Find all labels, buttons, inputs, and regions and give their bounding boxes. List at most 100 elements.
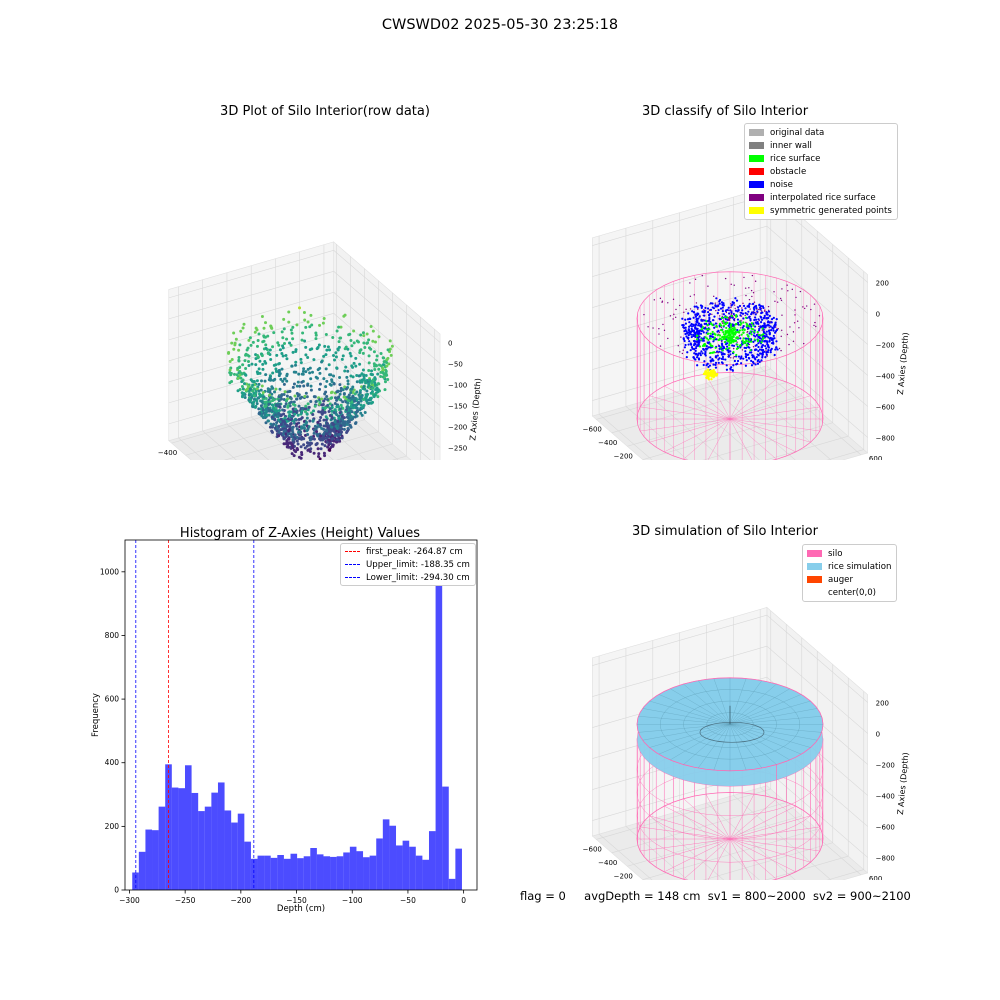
point	[239, 329, 243, 333]
noise-point	[717, 308, 720, 312]
point	[385, 361, 389, 365]
point	[385, 364, 389, 368]
grid-line	[592, 318, 767, 370]
point	[323, 454, 327, 458]
noise-point	[765, 335, 768, 338]
rice-surface-point	[760, 334, 763, 337]
point	[309, 388, 313, 392]
grid-line	[592, 645, 767, 697]
noise-point	[692, 316, 695, 319]
interpolated-point	[662, 323, 664, 326]
point	[332, 354, 336, 358]
point	[295, 446, 299, 450]
point	[359, 403, 363, 407]
point	[281, 346, 285, 350]
noise-point	[752, 362, 755, 365]
point	[291, 337, 295, 341]
noise-point	[748, 351, 752, 354]
noise-point	[764, 340, 767, 343]
point	[251, 383, 255, 387]
noise-point	[763, 314, 766, 317]
point	[281, 408, 285, 412]
point	[300, 453, 304, 457]
noise-point	[768, 332, 771, 335]
noise-point	[712, 363, 715, 366]
noise-point	[746, 305, 749, 308]
point	[306, 367, 310, 371]
point	[322, 399, 326, 403]
rice-surface-point	[735, 353, 738, 357]
point	[296, 394, 300, 398]
interpolated-point	[694, 278, 697, 281]
histogram-xlabel: Depth (cm)	[277, 904, 325, 914]
point	[284, 402, 288, 406]
point	[349, 387, 353, 391]
rice-surface-point	[739, 343, 742, 347]
noise-point	[715, 297, 718, 300]
point	[233, 341, 237, 345]
noise-point	[767, 310, 771, 313]
point	[257, 367, 261, 371]
histogram-bar	[297, 858, 304, 890]
noise-point	[752, 302, 755, 306]
point	[273, 413, 277, 417]
interpolated-point	[733, 355, 736, 358]
noise-point	[753, 356, 756, 360]
noise-point	[760, 359, 763, 362]
silo-floor-line	[683, 838, 731, 880]
point	[327, 443, 331, 447]
histogram-bar	[435, 559, 443, 890]
point	[302, 367, 306, 371]
x-tick-label: 0	[461, 896, 466, 905]
point	[282, 412, 286, 416]
point	[279, 397, 283, 401]
point	[353, 396, 357, 400]
interpolated-point	[753, 301, 756, 303]
point	[271, 371, 275, 375]
noise-point	[689, 324, 692, 327]
noise-point	[771, 327, 774, 330]
point	[254, 326, 258, 330]
noise-point	[734, 297, 737, 300]
rice-surface-point	[706, 328, 709, 331]
silo-floor-line	[664, 805, 731, 840]
noise-point	[765, 310, 768, 314]
point	[336, 348, 340, 352]
noise-point	[758, 348, 762, 351]
point	[303, 429, 307, 433]
point	[355, 380, 359, 384]
point	[230, 379, 234, 383]
point	[275, 429, 279, 433]
interpolated-point	[815, 325, 817, 328]
rice-surface-point	[711, 351, 714, 354]
point	[290, 331, 294, 335]
point	[354, 364, 358, 368]
point	[279, 394, 283, 398]
point	[319, 447, 323, 451]
noise-point	[741, 312, 745, 315]
point	[274, 367, 278, 371]
point	[311, 419, 315, 423]
point	[332, 411, 336, 415]
noise-point	[726, 308, 729, 311]
interpolated-point	[721, 322, 724, 324]
noise-point	[773, 353, 776, 357]
point	[290, 417, 294, 421]
rice-surface-point	[717, 338, 721, 342]
point	[367, 338, 371, 342]
point	[297, 372, 301, 376]
silo-floor-line	[664, 838, 731, 873]
histogram-bar	[204, 806, 212, 890]
noise-point	[753, 318, 756, 322]
point	[328, 348, 332, 352]
rice-surface-point	[723, 321, 726, 324]
rice-surface-point	[727, 339, 730, 342]
noise-point	[692, 339, 696, 343]
point	[314, 337, 318, 341]
point	[338, 383, 342, 387]
point	[365, 332, 369, 336]
noise-point	[727, 306, 730, 309]
point	[322, 377, 326, 381]
point	[257, 332, 261, 336]
point	[257, 389, 261, 393]
